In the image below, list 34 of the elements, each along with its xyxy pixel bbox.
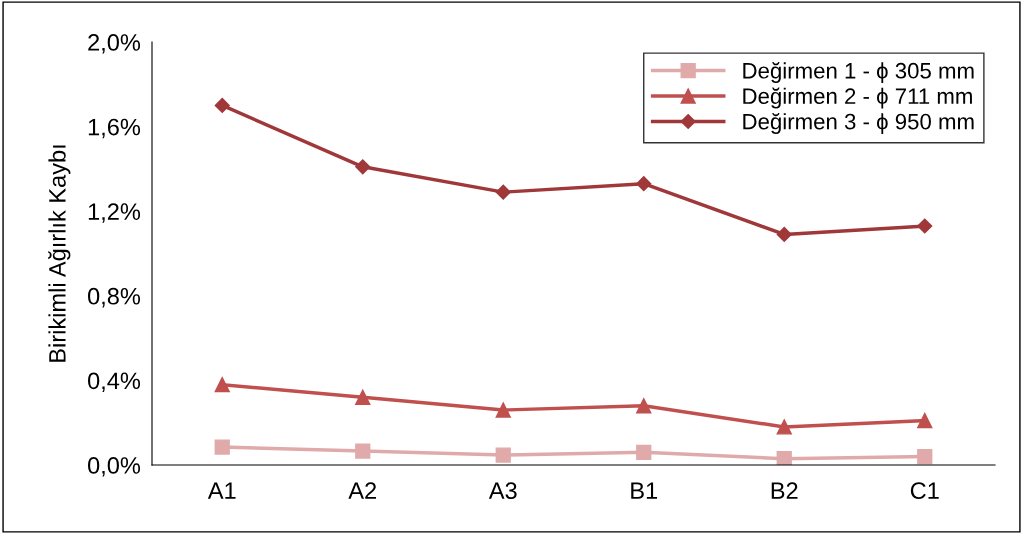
y-tick-label: 1,2% [88, 203, 141, 223]
x-tick-label: A1 [207, 482, 236, 499]
x-tick-label: A3 [488, 482, 517, 500]
point [636, 444, 652, 460]
y-tick-label: 0,4% [88, 372, 141, 392]
point [636, 176, 652, 192]
point [917, 448, 933, 465]
point [636, 398, 652, 414]
y-tick-label: 0,8% [88, 287, 141, 308]
y-tick-label: 0,0% [88, 457, 141, 477]
x-tick-label: B2 [771, 482, 798, 499]
x-tick-label: B1 [631, 482, 658, 499]
point [355, 159, 371, 175]
point [214, 439, 230, 455]
y-axis-title: Birikimli Ağırlık Kaybı [48, 145, 71, 362]
point [214, 376, 230, 393]
point [355, 443, 371, 459]
y-tick-label: 1,6% [88, 118, 141, 139]
point [917, 218, 933, 234]
point [776, 419, 792, 435]
x-tick-label: C1 [910, 482, 939, 500]
point [917, 412, 933, 429]
legend-label: Değirmen 2 - ϕ 711 mm [743, 87, 972, 109]
point [495, 402, 511, 418]
legend-label: Değirmen 1 - ϕ 305 mm [743, 62, 974, 83]
y-tick-label: 2,0% [88, 34, 141, 54]
point [776, 451, 792, 465]
point [495, 447, 511, 463]
point [776, 226, 792, 243]
point [214, 97, 230, 114]
x-tick-label: A2 [348, 482, 376, 499]
legend-label: Değirmen 3 - ϕ 950 mm [743, 112, 974, 134]
point [495, 184, 511, 200]
point [355, 389, 371, 405]
